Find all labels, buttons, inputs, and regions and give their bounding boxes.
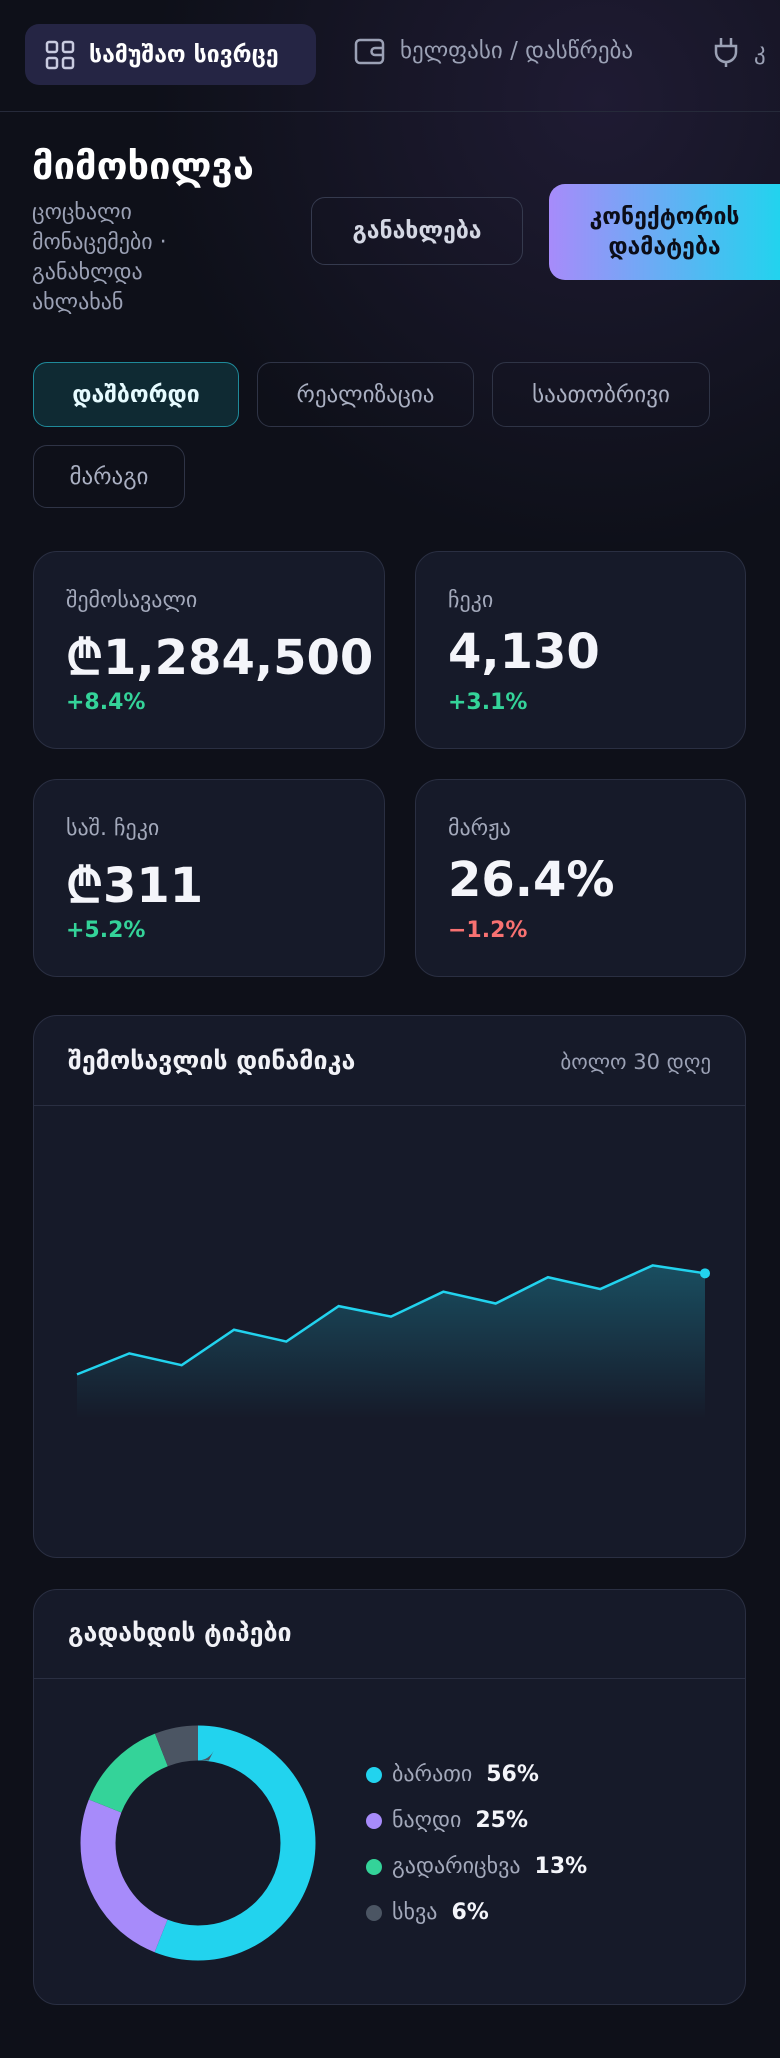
legend-swatch bbox=[366, 1859, 382, 1875]
legend-label: სხვა bbox=[392, 1900, 437, 1925]
legend-label: ნაღდი bbox=[392, 1808, 461, 1833]
nav-item[interactable]: კ bbox=[712, 36, 766, 68]
kpi-change: +3.1% bbox=[448, 690, 528, 715]
kpi-value: 26.4% bbox=[448, 852, 615, 908]
divider bbox=[34, 1105, 745, 1106]
legend-swatch bbox=[366, 1905, 382, 1921]
kpi-value: 4,130 bbox=[448, 624, 600, 680]
donut-segment bbox=[80, 1725, 316, 1961]
nav-item[interactable]: ხელფასი / დასწრება bbox=[354, 36, 633, 66]
line bbox=[76, 1264, 706, 1376]
page-subtitle: ცოცხალი მონაცემები · განახლდა ახლახან bbox=[32, 200, 167, 315]
refresh-button[interactable]: განახლება bbox=[311, 197, 523, 265]
plug-icon bbox=[714, 38, 738, 67]
kpi-value: ₾311 bbox=[66, 858, 204, 914]
divider bbox=[34, 1678, 745, 1679]
legend-value: 13% bbox=[535, 1854, 588, 1879]
donut-card: გადახდის ტიპები ბარათი 56% ნაღდი 25% გადარიც… bbox=[33, 1589, 746, 2005]
add-connector-button[interactable]: კონექტორის დამატება bbox=[549, 184, 780, 280]
donut-chart: ბარათი 56% ნაღდი 25% გადარიცხვა 13% სხვა 6% bbox=[80, 1725, 588, 1961]
wallet-icon bbox=[354, 38, 385, 65]
legend-label: ბარათი bbox=[392, 1762, 472, 1787]
tab[interactable]: საათობრივი bbox=[492, 362, 710, 427]
page-title: მიმოხილვა bbox=[32, 144, 254, 188]
card-subtitle: ბოლო 30 დღე bbox=[560, 1050, 711, 1074]
kpi-change: −1.2% bbox=[448, 918, 528, 943]
kpi-label: ჩეკი bbox=[448, 588, 494, 613]
end-dot bbox=[700, 1268, 710, 1279]
kpi-change: +5.2% bbox=[66, 918, 146, 943]
nav-item-active[interactable]: სამუშაო სივრცე bbox=[25, 24, 316, 85]
nav-label: ხელფასი / დასწრება bbox=[400, 38, 634, 64]
kpi-label: საშ. ჩეკი bbox=[66, 816, 160, 841]
kpi-card: ჩეკი 4,130 +3.1% bbox=[415, 551, 746, 749]
top-nav: სამუშაო სივრცე ხელფასი / დასწრება კ bbox=[0, 0, 780, 112]
legend-value: 6% bbox=[451, 1900, 488, 1925]
legend-value: 56% bbox=[486, 1762, 539, 1787]
legend-value: 25% bbox=[475, 1808, 528, 1833]
donut-segment bbox=[80, 1725, 316, 1961]
kpi-change: +8.4% bbox=[66, 690, 146, 715]
card-title: შემოსავლის დინამიკა bbox=[68, 1046, 356, 1075]
kpi-card: შემოსავალი ₾1,284,500 +8.4% bbox=[33, 551, 385, 749]
legend-swatch bbox=[366, 1813, 382, 1829]
tab-active[interactable]: დაშბორდი bbox=[33, 362, 239, 427]
tab[interactable]: მარაგი bbox=[33, 445, 185, 508]
kpi-label: მარჟა bbox=[448, 816, 511, 841]
legend-swatch bbox=[366, 1767, 382, 1783]
kpi-label: შემოსავალი bbox=[66, 588, 198, 613]
kpi-card: საშ. ჩეკი ₾311 +5.2% bbox=[33, 779, 385, 977]
line-chart bbox=[76, 1264, 710, 1419]
line-card: შემოსავლის დინამიკა ბოლო 30 დღე bbox=[33, 1015, 746, 1558]
kpi-value: ₾1,284,500 bbox=[66, 630, 374, 686]
nav-label: სამუშაო სივრცე bbox=[89, 41, 279, 68]
tab[interactable]: რეალიზაცია bbox=[257, 362, 474, 427]
kpi-card: მარჟა 26.4% −1.2% bbox=[415, 779, 746, 977]
card-title: გადახდის ტიპები bbox=[68, 1618, 292, 1647]
grid-icon bbox=[45, 40, 75, 69]
area bbox=[77, 1265, 705, 1419]
nav-label: კ bbox=[754, 39, 766, 65]
legend-label: გადარიცხვა bbox=[392, 1854, 521, 1879]
